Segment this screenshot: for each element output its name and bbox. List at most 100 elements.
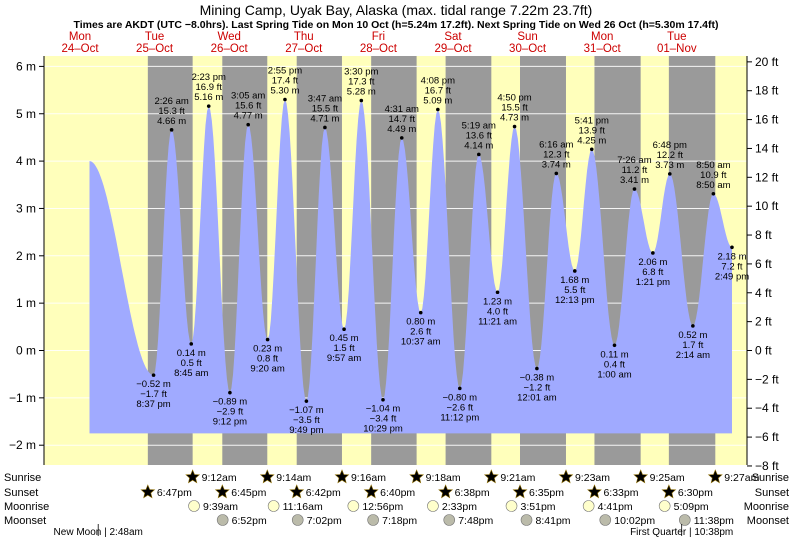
moonset-icon (599, 514, 612, 526)
sunset-icon (289, 484, 305, 499)
tide-time-label: 2:23 pm (192, 72, 226, 83)
tide-ft-label: 13.6 ft (466, 130, 493, 141)
sunset-icon (363, 484, 379, 499)
date-label: 29–Oct (434, 43, 472, 55)
day-of-week-label: Mon (69, 31, 91, 43)
left-tick-label: −1 m (9, 391, 36, 405)
tide-time-label: 7:26 am (617, 155, 651, 166)
tide-ft-label: −3.4 ft (370, 414, 397, 425)
tide-point (572, 269, 577, 273)
tide-m-label: −1.04 m (366, 404, 401, 415)
tide-time-label: 3:47 am (308, 93, 342, 104)
tide-m-label: 4.71 m (310, 113, 339, 124)
tide-point (535, 366, 539, 371)
tide-point (554, 171, 559, 176)
moonset-icon (443, 514, 456, 526)
sunrise-time: 9:16am (351, 472, 386, 484)
sunrise-time: 9:12am (202, 472, 237, 484)
tide-m-label: 4.14 m (464, 140, 493, 151)
moonrise-time: 9:39am (203, 501, 238, 513)
tide-time-label: 11:12 pm (440, 412, 479, 423)
date-label: 30–Oct (509, 43, 547, 55)
sunset-time: 6:35pm (529, 487, 564, 499)
tide-time-label: 4:08 pm (421, 75, 455, 86)
tide-time-label: 4:31 am (385, 104, 419, 115)
tide-time-label: 8:45 am (174, 368, 208, 379)
tide-ft-label: −3.5 ft (293, 415, 320, 426)
tide-time-label: 3:30 pm (344, 66, 378, 77)
tide-m-label: 2.18 m (717, 251, 746, 262)
row-label-right: Sunrise (752, 472, 789, 484)
sunrise-time: 9:21am (500, 472, 535, 484)
tide-time-label: 2:26 am (154, 96, 188, 107)
moonset-time: 11:38pm (694, 515, 734, 527)
chart-title: Mining Camp, Uyak Bay, Alaska (max. tida… (200, 2, 593, 18)
tide-ft-label: −2.6 ft (446, 402, 473, 413)
tide-m-label: 0.23 m (253, 344, 282, 355)
tide-m-label: −1.07 m (289, 405, 324, 416)
sunset-time: 6:42pm (306, 487, 341, 499)
row-label-left: Sunrise (4, 472, 41, 484)
sunset-icon (512, 484, 528, 499)
tide-m-label: 5.09 m (423, 95, 452, 106)
tide-m-label: −0.89 m (213, 397, 248, 408)
row-label-left: Moonrise (4, 501, 49, 513)
tide-ft-label: −2.9 ft (217, 407, 244, 418)
moonset-time: 7:18pm (382, 515, 417, 527)
tide-point (651, 251, 655, 255)
water-area (89, 99, 732, 434)
day-of-week-label: Fri (372, 31, 385, 43)
tide-m-label: 2.06 m (638, 257, 667, 268)
tide-time-label: 3:05 am (231, 91, 265, 102)
tide-ft-label: 11.2 ft (622, 165, 648, 176)
chart-subtitle: Times are AKDT (UTC −8.0hrs). Last Sprin… (73, 19, 718, 31)
tide-ft-label: −1.2 ft (524, 382, 551, 393)
sunrise-icon (334, 469, 350, 484)
tide-time-label: 6:16 am (539, 139, 573, 150)
right-tick-label: 2 ft (755, 315, 772, 329)
tide-m-label: 3.73 m (655, 160, 684, 171)
right-tick-label: 16 ft (755, 113, 779, 127)
right-tick-label: −8 ft (755, 459, 779, 473)
left-tick-label: 3 m (16, 201, 36, 215)
tide-time-label: 12:13 pm (555, 295, 595, 306)
right-tick-label: 12 ft (755, 170, 779, 184)
tide-point (589, 147, 594, 152)
tide-ft-label: 17.3 ft (348, 76, 375, 87)
day-of-week-label: Thu (294, 31, 314, 43)
tide-m-label: 0.80 m (406, 317, 435, 328)
sunset-icon (587, 484, 602, 499)
tide-ft-label: 2.6 ft (410, 327, 431, 338)
sunset-time: 6:40pm (380, 487, 415, 499)
tide-time-label: 2:14 am (676, 350, 710, 361)
right-tick-label: 6 ft (755, 257, 772, 271)
tide-time-label: 4:50 pm (497, 93, 531, 104)
sun-moon-rows: Sunrise Sunrise Sunset Sunset Moonrise Moonri… (4, 469, 789, 538)
right-tick-label: 4 ft (755, 286, 772, 300)
sunset-icon (661, 484, 677, 499)
moonrise-icon (582, 500, 595, 512)
sunrise-icon (558, 469, 574, 484)
day-of-week-label: Wed (217, 31, 240, 43)
moonrise-icon (188, 500, 200, 512)
date-label: 27–Oct (285, 43, 323, 55)
left-tick-label: 2 m (16, 249, 36, 263)
tide-ft-label: 12.3 ft (543, 149, 570, 160)
day-of-week-label: Mon (591, 31, 613, 43)
tide-ft-label: 6.8 ft (642, 267, 663, 278)
tide-time-label: 8:50 am (696, 160, 730, 171)
tide-ft-label: 0.5 ft (181, 358, 202, 369)
moonrise-time: 5:09pm (674, 501, 709, 513)
sunrise-time: 9:25am (650, 472, 685, 484)
date-label: 26–Oct (211, 43, 249, 55)
tide-time-label: 10:37 am (401, 337, 441, 348)
right-tick-label: 0 ft (755, 344, 772, 358)
tide-ft-label: 14.7 ft (389, 114, 416, 125)
left-tick-label: −2 m (9, 438, 36, 452)
moonset-time: 10:02pm (614, 515, 655, 527)
tide-point (304, 399, 309, 403)
tide-time-label: 2:49 pm (715, 271, 749, 282)
moon-phase-label: First Quarter | 10:38pm (630, 527, 733, 538)
tide-time-label: 8:37 pm (136, 399, 170, 410)
tide-ft-label: 15.6 ft (235, 101, 262, 112)
